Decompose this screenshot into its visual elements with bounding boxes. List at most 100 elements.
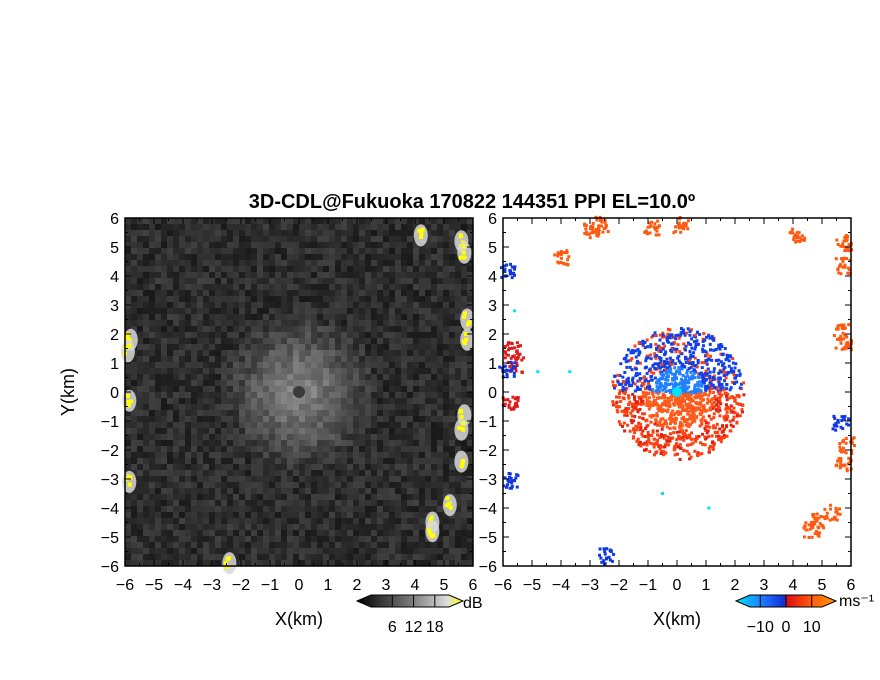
velocity-center-pixel [639, 397, 643, 401]
reflectivity-noise-cell [341, 326, 347, 332]
reflectivity-noise-cell [419, 320, 425, 326]
reflectivity-noise-cell [353, 380, 359, 386]
reflectivity-noise-cell [251, 464, 257, 470]
reflectivity-noise-cell [341, 392, 347, 398]
velocity-center-pixel [633, 414, 637, 418]
reflectivity-noise-cell [299, 398, 305, 404]
reflectivity-y-tick-label: 4 [110, 269, 119, 286]
reflectivity-noise-cell [461, 440, 467, 446]
reflectivity-noise-cell [197, 260, 203, 266]
reflectivity-noise-cell [239, 344, 245, 350]
velocity-center-pixel [646, 435, 650, 439]
reflectivity-noise-cell [185, 386, 191, 392]
reflectivity-noise-cell [443, 428, 449, 434]
velocity-center-pixel [654, 419, 658, 423]
reflectivity-noise-cell [167, 278, 173, 284]
reflectivity-noise-cell [359, 470, 365, 476]
reflectivity-noise-cell [161, 452, 167, 458]
velocity-center-pixel [687, 410, 691, 414]
reflectivity-noise-cell [263, 404, 269, 410]
reflectivity-noise-cell [383, 398, 389, 404]
reflectivity-noise-cell [257, 506, 263, 512]
reflectivity-noise-cell [401, 290, 407, 296]
reflectivity-noise-cell [179, 506, 185, 512]
reflectivity-noise-cell [137, 530, 143, 536]
reflectivity-noise-cell [359, 428, 365, 434]
reflectivity-noise-cell [257, 404, 263, 410]
velocity-center-pixel [683, 355, 687, 359]
reflectivity-noise-cell [383, 440, 389, 446]
reflectivity-noise-cell [437, 218, 443, 224]
reflectivity-noise-cell [395, 440, 401, 446]
reflectivity-noise-cell [311, 356, 317, 362]
reflectivity-noise-cell [239, 500, 245, 506]
reflectivity-noise-cell [173, 320, 179, 326]
reflectivity-noise-cell [383, 410, 389, 416]
reflectivity-noise-cell [161, 314, 167, 320]
reflectivity-noise-cell [353, 284, 359, 290]
reflectivity-noise-cell [347, 344, 353, 350]
reflectivity-noise-cell [419, 548, 425, 554]
velocity-center-pixel [653, 333, 657, 337]
velocity-center-pixel [689, 377, 693, 381]
reflectivity-noise-cell [359, 524, 365, 530]
reflectivity-noise-cell [383, 434, 389, 440]
reflectivity-noise-cell [299, 482, 305, 488]
reflectivity-noise-cell [311, 512, 317, 518]
reflectivity-noise-cell [203, 470, 209, 476]
reflectivity-noise-cell [371, 308, 377, 314]
reflectivity-noise-cell [293, 434, 299, 440]
reflectivity-noise-cell [131, 326, 137, 332]
reflectivity-noise-cell [263, 218, 269, 224]
reflectivity-noise-cell [257, 374, 263, 380]
reflectivity-y-tick-label: 1 [110, 356, 119, 373]
reflectivity-noise-cell [359, 296, 365, 302]
velocity-center-pixel [705, 436, 709, 440]
velocity-center-pixel [661, 417, 665, 421]
reflectivity-noise-cell [293, 458, 299, 464]
reflectivity-noise-cell [245, 434, 251, 440]
reflectivity-noise-cell [413, 554, 419, 560]
reflectivity-noise-cell [431, 350, 437, 356]
reflectivity-noise-cell [461, 392, 467, 398]
reflectivity-noise-cell [353, 422, 359, 428]
reflectivity-noise-cell [299, 446, 305, 452]
reflectivity-noise-cell [347, 296, 353, 302]
reflectivity-noise-cell [413, 332, 419, 338]
reflectivity-noise-cell [209, 458, 215, 464]
reflectivity-noise-cell [293, 272, 299, 278]
reflectivity-noise-cell [239, 410, 245, 416]
reflectivity-noise-cell [347, 476, 353, 482]
reflectivity-noise-cell [179, 440, 185, 446]
reflectivity-noise-cell [467, 506, 473, 512]
reflectivity-noise-cell [341, 554, 347, 560]
reflectivity-noise-cell [221, 530, 227, 536]
reflectivity-noise-cell [257, 218, 263, 224]
reflectivity-noise-cell [215, 374, 221, 380]
velocity-center-pixel [685, 331, 689, 335]
reflectivity-noise-cell [233, 260, 239, 266]
reflectivity-noise-cell [461, 560, 467, 566]
reflectivity-noise-cell [209, 272, 215, 278]
reflectivity-noise-cell [287, 230, 293, 236]
reflectivity-noise-cell [215, 296, 221, 302]
reflectivity-noise-cell [179, 446, 185, 452]
reflectivity-noise-cell [293, 374, 299, 380]
reflectivity-noise-cell [269, 428, 275, 434]
reflectivity-noise-cell [437, 224, 443, 230]
reflectivity-noise-cell [359, 230, 365, 236]
velocity-center-pixel [680, 422, 684, 426]
reflectivity-noise-cell [263, 254, 269, 260]
reflectivity-noise-cell [413, 488, 419, 494]
reflectivity-noise-cell [341, 260, 347, 266]
reflectivity-noise-cell [407, 308, 413, 314]
velocity-center-pixel [718, 396, 722, 400]
velocity-center-pixel [700, 384, 704, 388]
reflectivity-noise-cell [185, 254, 191, 260]
velocity-center-pixel [655, 433, 659, 437]
reflectivity-noise-cell [245, 260, 251, 266]
reflectivity-noise-cell [149, 440, 155, 446]
reflectivity-noise-cell [137, 266, 143, 272]
reflectivity-noise-cell [293, 296, 299, 302]
reflectivity-noise-cell [413, 500, 419, 506]
